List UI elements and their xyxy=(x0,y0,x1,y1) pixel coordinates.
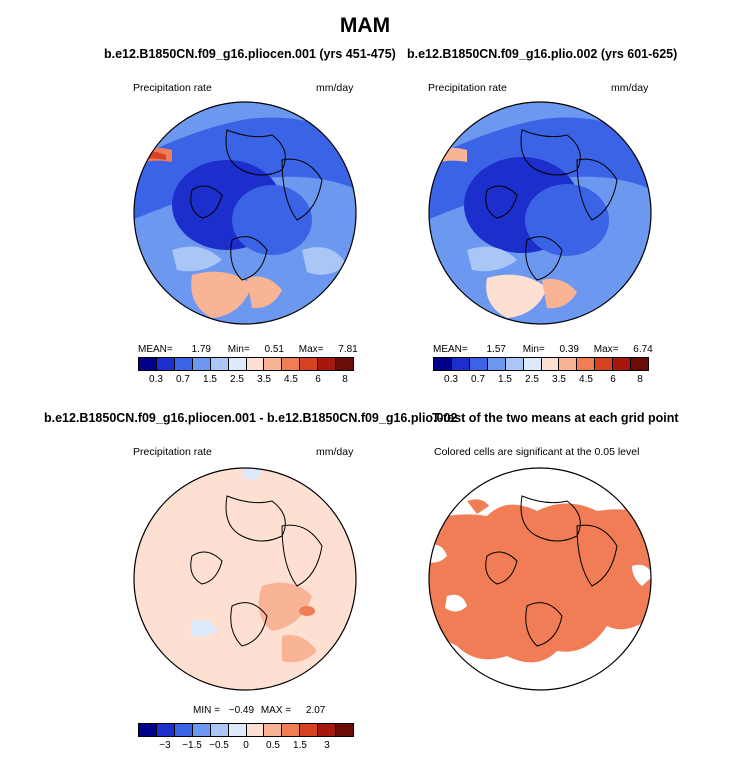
panel1-min-value: 0.51 xyxy=(264,344,284,355)
panel3-colorbar xyxy=(138,723,354,737)
panel2-variable-label: Precipitation rate xyxy=(428,82,507,94)
colorbar-tick-label: 0.5 xyxy=(266,740,280,751)
panel4-title: T-test of the two means at each grid poi… xyxy=(432,411,679,425)
colorbar-tick-label: 0.7 xyxy=(176,374,190,385)
cbar2-swatch xyxy=(505,358,524,370)
panel3-max-value: 2.07 xyxy=(305,705,326,716)
cbar2-swatch xyxy=(434,358,452,370)
cbar3-swatch xyxy=(264,724,283,736)
colorbar-tick-label: 1.5 xyxy=(203,374,217,385)
cbar3-swatch xyxy=(300,724,319,736)
cbar2-swatch xyxy=(613,358,632,370)
panel2-title: b.e12.B1850CN.f09_g16.plio.002 (yrs 601-… xyxy=(407,47,678,61)
colorbar-tick-label: 0.3 xyxy=(149,374,163,385)
panel3-min-value: −0.49 xyxy=(228,705,255,716)
colorbar-tick-label: 1.5 xyxy=(293,740,307,751)
panel1-title: b.e12.B1850CN.f09_g16.pliocen.001 (yrs 4… xyxy=(104,47,396,61)
panel3-title: b.e12.B1850CN.f09_g16.pliocen.001 - b.e1… xyxy=(44,411,458,425)
colorbar-tick-label: −1.5 xyxy=(182,740,202,751)
panel2-min-value: 0.39 xyxy=(559,344,579,355)
cbar3-swatch xyxy=(246,724,265,736)
cbar2-swatch xyxy=(487,358,506,370)
colorbar-tick-label: 2.5 xyxy=(230,374,244,385)
colorbar-tick-label: −0.5 xyxy=(209,740,229,751)
cbar1-swatch xyxy=(174,358,193,370)
panel2-mean-value: 1.57 xyxy=(486,344,506,355)
colorbar-tick-label: 1.5 xyxy=(498,374,512,385)
cbar1-swatch xyxy=(139,358,157,370)
cbar1-swatch xyxy=(246,358,265,370)
panel3-variable-label: Precipitation rate xyxy=(133,446,212,458)
cbar1-swatch xyxy=(336,358,354,370)
cbar2-swatch xyxy=(451,358,470,370)
panel2-max-value: 6.74 xyxy=(633,344,653,355)
cbar1-swatch xyxy=(156,358,175,370)
cbar3-swatch xyxy=(210,724,229,736)
cbar3-swatch xyxy=(318,724,337,736)
cbar3-swatch xyxy=(228,724,247,736)
panel3-units-label: mm/day xyxy=(316,446,354,458)
panel1-max-value: 7.81 xyxy=(338,344,358,355)
colorbar-tick-label: 3.5 xyxy=(257,374,271,385)
cbar1-swatch xyxy=(228,358,247,370)
cbar2-swatch xyxy=(577,358,596,370)
panel2-mean-label: MEAN= xyxy=(433,344,468,355)
panel2-map xyxy=(428,101,652,325)
figure-title: MAM xyxy=(339,14,391,37)
colorbar-tick-label: 0 xyxy=(243,740,249,751)
panel3-stats: MIN = −0.49 MAX = 2.07 xyxy=(193,705,325,716)
cbar3-swatch xyxy=(336,724,354,736)
colorbar-tick-label: 4.5 xyxy=(284,374,298,385)
colorbar-tick-label: 8 xyxy=(342,374,348,385)
cbar1-swatch xyxy=(282,358,301,370)
panel2-min-label: Min= xyxy=(522,344,545,355)
panel3-max-label: MAX = xyxy=(260,705,292,716)
panel3-min-label: MIN = xyxy=(193,705,220,716)
panel1-max-label: Max= xyxy=(298,344,324,355)
cbar2-swatch xyxy=(523,358,542,370)
cbar1-swatch xyxy=(192,358,211,370)
panel1-min-label: Min= xyxy=(227,344,250,355)
cbar3-swatch xyxy=(174,724,193,736)
colorbar-tick-label: 3.5 xyxy=(552,374,566,385)
colorbar-tick-label: 6 xyxy=(610,374,616,385)
panel2-stats: MEAN= 1.57 Min= 0.39 Max= 6.74 xyxy=(433,344,653,355)
colorbar-tick-label: 2.5 xyxy=(525,374,539,385)
colorbar-tick-label: 0.7 xyxy=(471,374,485,385)
cbar1-swatch xyxy=(300,358,319,370)
panel2-colorbar xyxy=(433,357,649,371)
cbar2-swatch xyxy=(631,358,649,370)
panel4-map xyxy=(428,467,652,691)
colorbar-tick-label: 6 xyxy=(315,374,321,385)
colorbar-tick-label: −3 xyxy=(159,740,171,751)
panel4-note: Colored cells are significant at the 0.0… xyxy=(434,446,640,458)
panel1-units-label: mm/day xyxy=(316,82,354,94)
panel1-colorbar xyxy=(138,357,354,371)
panel1-mean-value: 1.79 xyxy=(191,344,211,355)
cbar1-swatch xyxy=(264,358,283,370)
panel1-stats: MEAN= 1.79 Min= 0.51 Max= 7.81 xyxy=(138,344,358,355)
panel2-units-label: mm/day xyxy=(611,82,649,94)
panel2-max-label: Max= xyxy=(593,344,619,355)
panel3-map xyxy=(133,467,357,691)
cbar3-swatch xyxy=(156,724,175,736)
cbar3-swatch xyxy=(139,724,157,736)
colorbar-tick-label: 4.5 xyxy=(579,374,593,385)
panel1-variable-label: Precipitation rate xyxy=(133,82,212,94)
panel1-mean-label: MEAN= xyxy=(138,344,173,355)
cbar2-swatch xyxy=(469,358,488,370)
colorbar-tick-label: 8 xyxy=(637,374,643,385)
cbar2-swatch xyxy=(559,358,578,370)
colorbar-tick-label: 3 xyxy=(324,740,330,751)
colorbar-tick-label: 0.3 xyxy=(444,374,458,385)
cbar3-swatch xyxy=(192,724,211,736)
panel1-map xyxy=(133,101,357,325)
cbar1-swatch xyxy=(318,358,337,370)
cbar2-swatch xyxy=(541,358,560,370)
cbar2-swatch xyxy=(595,358,614,370)
cbar1-swatch xyxy=(210,358,229,370)
cbar3-swatch xyxy=(282,724,301,736)
